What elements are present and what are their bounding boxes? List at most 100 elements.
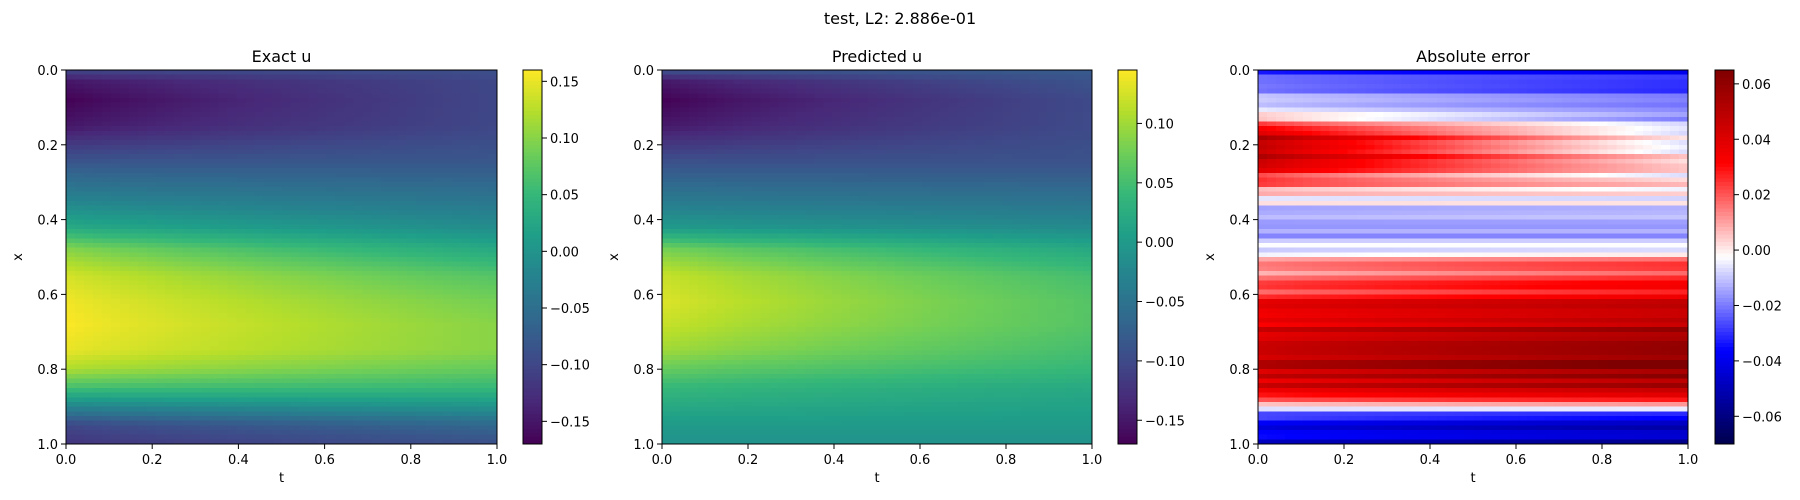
heatmap-cell xyxy=(416,93,426,99)
heatmap-cell xyxy=(209,411,220,417)
heatmap-cell xyxy=(939,70,950,76)
heatmap-cell xyxy=(83,299,94,305)
heatmap-cell xyxy=(200,280,211,286)
heatmap-cell xyxy=(389,336,399,342)
heatmap-cell xyxy=(245,420,256,426)
heatmap-cell xyxy=(398,88,408,94)
heatmap-cell xyxy=(66,420,76,426)
heatmap-cell xyxy=(814,130,824,137)
heatmap-cell xyxy=(488,219,498,225)
heatmap-cell xyxy=(335,345,345,352)
heatmap-cell xyxy=(272,299,283,305)
heatmap-cell xyxy=(191,401,202,408)
heatmap-cell xyxy=(488,149,498,155)
heatmap-cell xyxy=(984,84,995,90)
heatmap-cell xyxy=(957,126,968,132)
heatmap-cell xyxy=(272,317,283,324)
heatmap-cell xyxy=(191,308,202,314)
heatmap-cell xyxy=(173,107,184,113)
heatmap-cell xyxy=(155,439,166,445)
heatmap-cell xyxy=(398,238,408,244)
colorbar-segment xyxy=(523,185,542,191)
heatmap-cell xyxy=(110,102,121,108)
heatmap-cell xyxy=(173,163,184,169)
heatmap-cell xyxy=(290,186,301,193)
heatmap-cell xyxy=(272,210,283,216)
heatmap-cell xyxy=(335,247,345,253)
heatmap-cell xyxy=(164,238,175,244)
colorbar-segment xyxy=(523,152,542,157)
heatmap-cell xyxy=(227,383,238,389)
heatmap-cell xyxy=(137,308,148,314)
heatmap-cell xyxy=(1020,121,1030,127)
heatmap-cell xyxy=(146,205,157,211)
heatmap-cell xyxy=(272,266,283,272)
heatmap-cell xyxy=(146,401,157,408)
heatmap-cell xyxy=(66,224,76,230)
heatmap-cell xyxy=(227,88,238,94)
heatmap-cell xyxy=(407,266,417,272)
heatmap-cell xyxy=(281,219,292,225)
heatmap-cell xyxy=(218,289,229,295)
heatmap-cell xyxy=(245,233,256,239)
heatmap-cell xyxy=(353,196,363,202)
heatmap-cell xyxy=(957,116,968,123)
heatmap-cell xyxy=(1065,70,1075,76)
heatmap-cell xyxy=(407,191,417,197)
heatmap-cell xyxy=(344,392,354,398)
heatmap-cell xyxy=(110,149,121,155)
heatmap-cell xyxy=(452,322,462,328)
heatmap-cell xyxy=(425,196,435,202)
heatmap-cell xyxy=(1020,88,1030,94)
heatmap-cell xyxy=(272,233,283,239)
heatmap-cell xyxy=(263,186,274,193)
heatmap-cell xyxy=(326,355,336,361)
heatmap-cell xyxy=(137,397,148,403)
heatmap-cell xyxy=(353,425,363,431)
heatmap-cell xyxy=(679,140,690,146)
heatmap-cell xyxy=(119,252,130,258)
heatmap-cell xyxy=(218,359,229,366)
heatmap-cell xyxy=(200,224,211,230)
heatmap-cell xyxy=(957,112,968,118)
heatmap-cell xyxy=(101,280,112,286)
heatmap-cell xyxy=(299,158,310,165)
heatmap-cell xyxy=(245,74,256,80)
heatmap-cell xyxy=(326,116,336,123)
heatmap-cell xyxy=(966,144,977,151)
heatmap-cell xyxy=(670,84,681,90)
heatmap-cell xyxy=(751,149,762,155)
heatmap-cell xyxy=(488,392,498,398)
heatmap-cell xyxy=(398,154,408,160)
heatmap-cell xyxy=(290,350,301,356)
heatmap-cell xyxy=(146,191,157,197)
heatmap-cell xyxy=(182,79,193,85)
heatmap-cell xyxy=(416,88,426,94)
heatmap-cell xyxy=(984,93,995,99)
heatmap-cell xyxy=(488,397,498,403)
heatmap-cell xyxy=(371,93,381,99)
heatmap-cell xyxy=(137,387,148,394)
heatmap-cell xyxy=(317,121,327,127)
heatmap-cell xyxy=(92,271,103,277)
heatmap-cell xyxy=(308,392,319,398)
heatmap-cell xyxy=(335,439,345,445)
heatmap-cell xyxy=(182,429,193,436)
heatmap-cell xyxy=(398,74,408,80)
heatmap-cell xyxy=(335,163,345,169)
heatmap-cell xyxy=(832,102,842,108)
heatmap-cell xyxy=(1002,163,1012,169)
heatmap-cell xyxy=(254,280,265,286)
heatmap-cell xyxy=(182,383,193,389)
heatmap-cell xyxy=(74,121,85,127)
heatmap-cell xyxy=(263,434,274,440)
heatmap-cell xyxy=(299,364,310,370)
heatmap-cell xyxy=(92,102,103,108)
heatmap-cell xyxy=(299,327,310,333)
heatmap-cell xyxy=(966,149,977,155)
heatmap-cell xyxy=(470,196,480,202)
heatmap-cell xyxy=(119,420,130,426)
heatmap-cell xyxy=(425,186,435,193)
heatmap-cell xyxy=(425,299,435,305)
heatmap-cell xyxy=(245,397,256,403)
